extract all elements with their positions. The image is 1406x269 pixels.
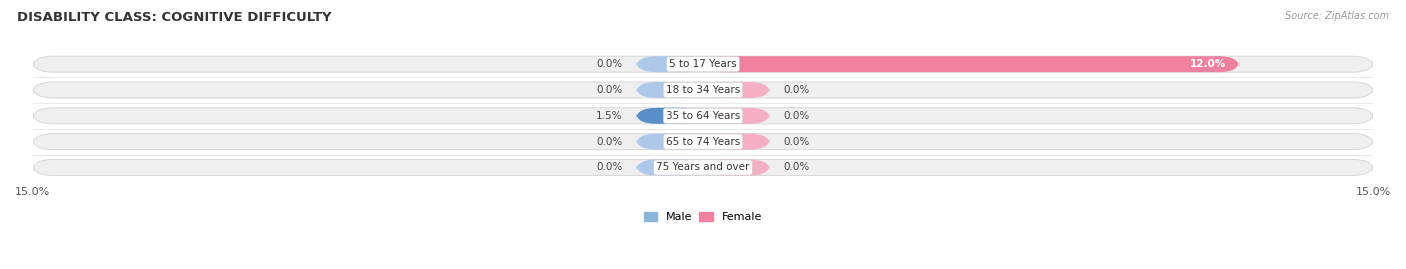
FancyBboxPatch shape <box>636 56 703 72</box>
Legend: Male, Female: Male, Female <box>644 212 762 222</box>
Text: 5 to 17 Years: 5 to 17 Years <box>669 59 737 69</box>
Text: 0.0%: 0.0% <box>596 137 623 147</box>
FancyBboxPatch shape <box>32 160 1374 175</box>
Text: 0.0%: 0.0% <box>596 162 623 172</box>
Text: 0.0%: 0.0% <box>596 85 623 95</box>
Text: 0.0%: 0.0% <box>783 111 810 121</box>
Text: 65 to 74 Years: 65 to 74 Years <box>666 137 740 147</box>
Text: 0.0%: 0.0% <box>783 162 810 172</box>
Text: 1.5%: 1.5% <box>596 111 623 121</box>
FancyBboxPatch shape <box>703 56 1239 72</box>
Text: 0.0%: 0.0% <box>783 137 810 147</box>
FancyBboxPatch shape <box>703 82 770 98</box>
FancyBboxPatch shape <box>32 108 1374 124</box>
Text: 0.0%: 0.0% <box>783 85 810 95</box>
FancyBboxPatch shape <box>703 108 770 124</box>
Text: 18 to 34 Years: 18 to 34 Years <box>666 85 740 95</box>
FancyBboxPatch shape <box>32 134 1374 150</box>
FancyBboxPatch shape <box>636 160 703 175</box>
FancyBboxPatch shape <box>703 160 770 175</box>
FancyBboxPatch shape <box>703 134 770 150</box>
FancyBboxPatch shape <box>32 82 1374 98</box>
Text: DISABILITY CLASS: COGNITIVE DIFFICULTY: DISABILITY CLASS: COGNITIVE DIFFICULTY <box>17 11 332 24</box>
Text: 75 Years and over: 75 Years and over <box>657 162 749 172</box>
Text: 35 to 64 Years: 35 to 64 Years <box>666 111 740 121</box>
FancyBboxPatch shape <box>636 82 703 98</box>
FancyBboxPatch shape <box>636 134 703 150</box>
Text: 12.0%: 12.0% <box>1189 59 1226 69</box>
FancyBboxPatch shape <box>636 108 703 124</box>
Text: 0.0%: 0.0% <box>596 59 623 69</box>
FancyBboxPatch shape <box>32 56 1374 72</box>
Text: Source: ZipAtlas.com: Source: ZipAtlas.com <box>1285 11 1389 21</box>
